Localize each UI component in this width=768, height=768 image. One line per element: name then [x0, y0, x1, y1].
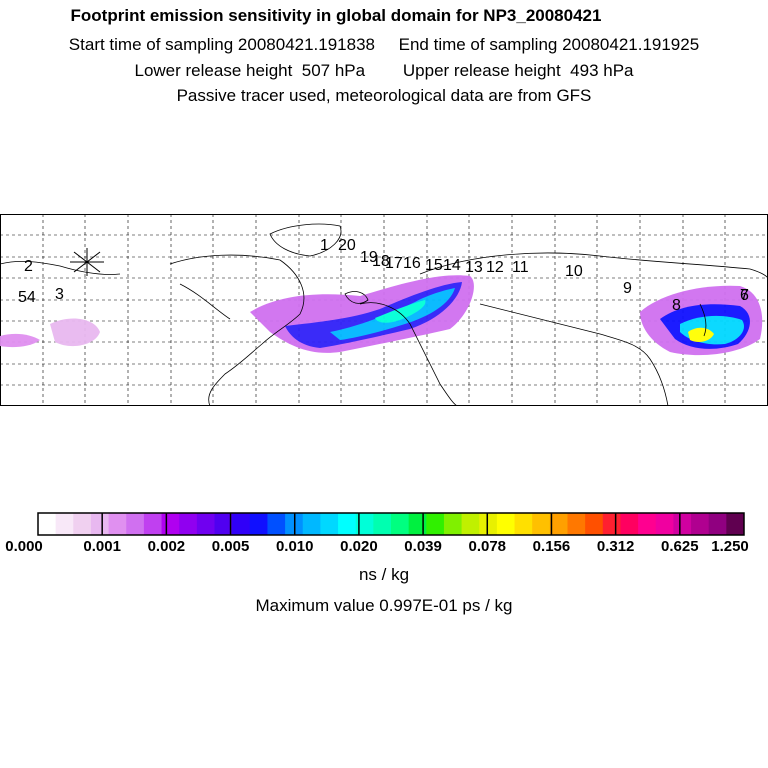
colorbar-tick-label: 0.078 — [468, 538, 507, 555]
colorbar-cell — [655, 513, 674, 535]
colorbar-tick-label: 0.010 — [275, 538, 314, 555]
colorbar-cell — [90, 513, 110, 535]
trajectory-label: 16 — [403, 255, 421, 272]
pacific-patch — [50, 318, 100, 347]
trajectory-label: 12 — [486, 259, 504, 276]
colorbar-cell — [549, 513, 568, 535]
colorbar-cell — [143, 513, 163, 535]
colorbar-cell — [249, 513, 268, 535]
colorbar-cell — [638, 513, 657, 535]
colorbar-cell — [620, 513, 639, 535]
colorbar-tick-label: 0.312 — [596, 538, 635, 555]
sampling-times: Start time of sampling 20080421.191838 E… — [68, 35, 700, 54]
colorbar-tick-label: 0.625 — [661, 538, 699, 555]
colorbar-cell — [267, 513, 286, 535]
west-edge-patch — [0, 333, 40, 348]
colorbar-cell — [496, 513, 516, 535]
colorbar-tick-label: 0.039 — [404, 538, 442, 555]
colorbar-cell — [214, 513, 233, 535]
trajectory-label: 19 — [360, 249, 378, 266]
colorbar-cell — [691, 513, 710, 535]
colorbar-tick-label: 1.250 — [711, 538, 749, 555]
colorbar-cell — [408, 513, 427, 535]
colorbar-cell — [443, 513, 463, 535]
colorbar-cell — [514, 513, 533, 535]
colorbar-units: ns / kg — [358, 565, 410, 584]
east-asia-hot — [688, 327, 714, 342]
plume-mid — [285, 282, 462, 348]
colorbar-tick-label: 0.001 — [83, 538, 121, 555]
colorbar-cell — [391, 513, 410, 535]
colorbar-cell — [126, 513, 145, 535]
colorbar-cell — [602, 513, 621, 535]
trajectory-label: 18 — [372, 253, 390, 270]
colorbar-cell — [302, 513, 321, 535]
release-heights: Lower release height 507 hPa Upper relea… — [134, 61, 634, 80]
colorbar-cell — [461, 513, 480, 535]
footprint-field — [0, 275, 763, 356]
colorbar-cell — [708, 513, 727, 535]
colorbar-cell — [161, 513, 180, 535]
trajectory-label: 9 — [623, 280, 632, 297]
trajectory-label: 17 — [385, 255, 403, 272]
trajectory-label: 14 — [443, 257, 461, 274]
trajectory-label: 1 — [320, 237, 329, 254]
colorbar-cell — [426, 513, 445, 535]
trajectory-label: 6 — [740, 287, 749, 304]
colorbar-cell — [673, 513, 692, 535]
colorbar-cell — [38, 513, 57, 535]
colorbar-cell — [108, 513, 127, 535]
colorbar-cell — [55, 513, 74, 535]
colorbar-cell — [73, 513, 92, 535]
colorbar-cell — [320, 513, 339, 535]
colorbar — [37, 512, 745, 536]
colorbar-cell — [355, 513, 374, 535]
coastlines — [0, 223, 768, 406]
plot-title: Footprint emission sensitivity in global… — [70, 6, 602, 25]
colorbar-cell — [585, 513, 604, 535]
colorbar-cell — [179, 513, 198, 535]
colorbar-cell — [532, 513, 551, 535]
trajectory-label: 7 — [740, 287, 749, 304]
tracer-info: Passive tracer used, meteorological data… — [176, 86, 592, 105]
trajectory-label: 11 — [512, 259, 529, 276]
colorbar-cell — [196, 513, 215, 535]
trajectory-label: 20 — [338, 237, 356, 254]
trajectory-label: 3 — [55, 286, 64, 303]
trajectory-label: 8 — [672, 297, 681, 314]
colorbar-tick-label: 0.000 — [5, 538, 43, 555]
trajectory-label: 54 — [18, 289, 36, 306]
trajectory-label: 13 — [465, 259, 483, 276]
colorbar-cell — [567, 513, 586, 535]
colorbar-tick-label: 0.005 — [211, 538, 250, 555]
colorbar-tick-label: 0.156 — [532, 538, 571, 555]
maximum-value: Maximum value 0.997E-01 ps / kg — [255, 596, 513, 615]
colorbar-cell — [479, 513, 498, 535]
colorbar-cell — [232, 513, 251, 535]
release-marker — [70, 248, 104, 276]
colorbar-tick-label: 0.020 — [340, 538, 378, 555]
colorbar-cell — [373, 513, 392, 535]
trajectory-label: 10 — [565, 263, 583, 280]
colorbar-cell — [726, 513, 745, 535]
trajectory-label: 2 — [24, 258, 33, 275]
colorbar-frame — [37, 512, 745, 536]
plume-hot-europe — [375, 300, 426, 323]
colorbar-cell — [338, 513, 357, 535]
colorbar-tick-label: 0.002 — [147, 538, 186, 555]
trajectory-label: 15 — [425, 257, 443, 274]
